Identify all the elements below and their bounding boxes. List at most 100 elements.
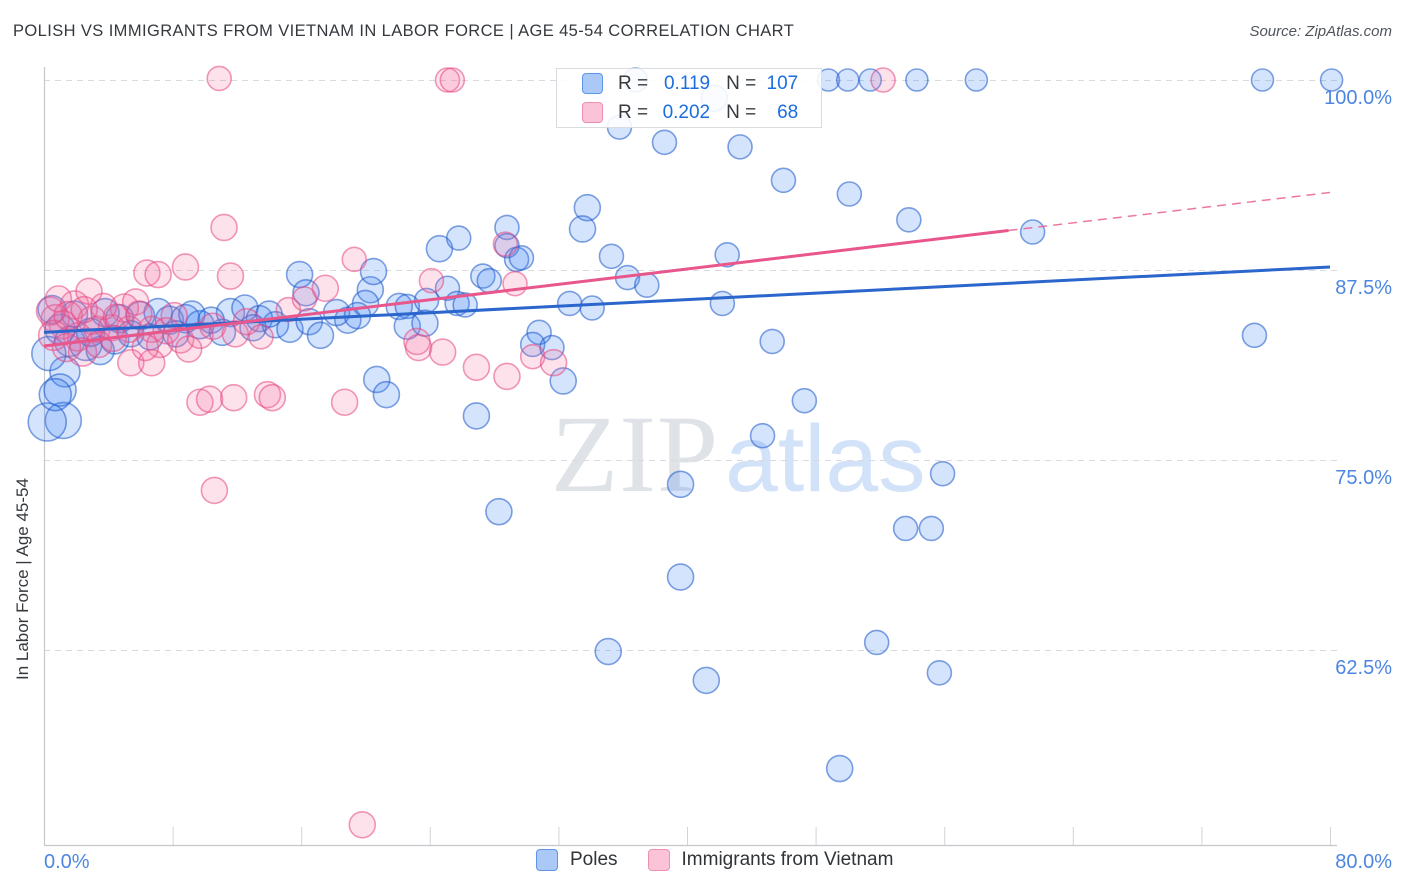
data-point-vietnam	[493, 362, 521, 391]
data-point-vietnam	[439, 67, 466, 93]
data-point-vietnam	[341, 246, 368, 273]
data-point-poles	[692, 666, 721, 695]
data-point-poles	[905, 68, 929, 92]
data-point-poles	[759, 328, 785, 355]
data-point-poles	[549, 367, 578, 395]
data-point-vietnam	[125, 300, 153, 328]
legend-row-vietnam: R = 0.202 N = 68	[582, 98, 821, 127]
data-point-poles	[1241, 322, 1268, 349]
r-value-poles: 0.119	[663, 72, 711, 94]
data-point-poles	[666, 563, 695, 591]
legend-row-poles: R = 0.119 N = 107	[582, 69, 821, 98]
data-point-poles	[462, 402, 491, 430]
data-point-vietnam	[174, 335, 203, 363]
data-point-poles	[485, 497, 513, 526]
data-point-poles	[1319, 68, 1344, 92]
data-point-poles	[579, 295, 605, 321]
data-point-vietnam	[75, 277, 103, 306]
data-point-vietnam	[418, 267, 445, 294]
data-point-vietnam	[160, 301, 189, 330]
y-tick-label-87.5%: 87.5%	[1335, 277, 1392, 299]
n-value-poles: 107	[766, 72, 799, 94]
data-point-vietnam	[210, 213, 238, 242]
data-point-poles	[434, 275, 461, 302]
data-point-poles	[556, 290, 583, 317]
y-tick-label-100.0%: 100.0%	[1324, 87, 1392, 109]
data-point-vietnam	[186, 388, 214, 417]
data-point-poles	[445, 225, 472, 251]
legend-label-poles: Poles	[570, 849, 618, 870]
data-point-vietnam	[144, 260, 172, 289]
data-point-vietnam	[291, 286, 318, 312]
data-point-poles	[666, 470, 695, 499]
n-label: N =	[726, 101, 757, 123]
vietnam-swatch-icon	[582, 102, 603, 123]
x-axis-min-label: 0.0%	[44, 851, 90, 873]
r-label: R =	[618, 72, 649, 94]
data-point-vietnam	[870, 67, 896, 93]
data-point-vietnam	[195, 385, 224, 414]
data-point-poles	[634, 272, 660, 299]
data-point-poles	[1019, 219, 1046, 245]
data-point-poles	[1250, 68, 1275, 92]
n-value-vietnam: 68	[777, 101, 799, 123]
data-point-poles	[863, 629, 890, 656]
data-point-poles	[835, 68, 860, 92]
r-value-vietnam: 0.202	[662, 101, 711, 123]
data-point-poles	[929, 460, 956, 487]
data-point-vietnam	[171, 253, 200, 281]
data-point-poles	[727, 134, 753, 160]
poles-swatch-icon	[536, 849, 558, 871]
data-point-vietnam	[330, 388, 359, 417]
data-point-vietnam	[311, 274, 340, 303]
data-point-vietnam	[133, 259, 161, 287]
data-point-poles	[27, 402, 68, 442]
data-point-vietnam	[404, 333, 433, 362]
data-point-poles	[594, 637, 623, 666]
n-label: N =	[726, 72, 757, 94]
data-point-poles	[836, 181, 863, 207]
data-point-vietnam	[519, 343, 546, 370]
data-point-poles	[568, 215, 597, 243]
data-point-vietnam	[258, 383, 287, 412]
source-attribution: Source: ZipAtlas.com	[1249, 23, 1392, 40]
data-point-poles	[896, 207, 922, 233]
data-point-vietnam	[131, 333, 160, 362]
y-tick-label-62.5%: 62.5%	[1335, 657, 1392, 679]
data-point-poles	[892, 515, 919, 542]
data-point-poles	[372, 380, 401, 409]
y-tick-label-75.0%: 75.0%	[1335, 467, 1392, 489]
x-axis-max-label: 80.0%	[1335, 851, 1392, 873]
data-point-vietnam	[137, 348, 166, 377]
data-point-poles	[926, 659, 953, 686]
data-point-poles	[44, 401, 83, 440]
r-label: R =	[618, 101, 649, 123]
data-point-vietnam	[253, 380, 282, 409]
data-point-poles	[306, 321, 335, 350]
data-point-vietnam	[216, 262, 245, 290]
legend-item-vietnam: Immigrants from Vietnam	[647, 849, 894, 871]
legend-label-vietnam: Immigrants from Vietnam	[681, 849, 894, 870]
data-point-vietnam	[428, 338, 457, 366]
data-point-poles	[825, 754, 854, 783]
data-point-vietnam	[248, 324, 274, 350]
data-point-poles	[573, 193, 602, 222]
data-point-poles	[709, 290, 736, 317]
data-point-vietnam	[44, 285, 73, 313]
data-point-vietnam	[117, 348, 145, 377]
data-point-poles	[362, 365, 391, 394]
data-point-poles	[918, 515, 945, 542]
series-legend: Poles Immigrants from Vietnam	[536, 849, 893, 871]
data-point-vietnam	[206, 65, 233, 92]
data-point-vietnam	[67, 337, 98, 367]
data-point-poles	[714, 242, 740, 268]
data-point-poles	[38, 377, 73, 412]
data-point-poles	[43, 373, 77, 407]
data-point-poles	[651, 129, 678, 156]
data-point-poles	[791, 387, 818, 414]
vietnam-trend-line	[43, 228, 1009, 348]
data-point-vietnam	[200, 476, 229, 505]
data-point-poles	[476, 267, 503, 294]
